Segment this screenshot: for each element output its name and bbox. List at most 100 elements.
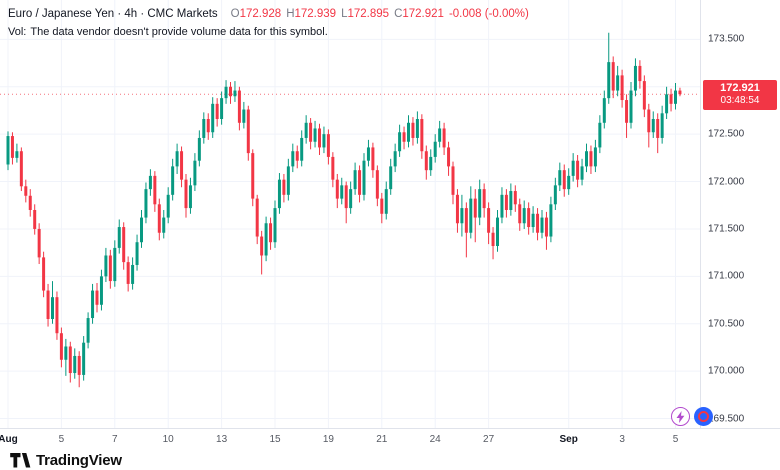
candle (220, 91, 224, 125)
candle (246, 105, 250, 161)
candle (496, 209, 499, 252)
candle (478, 179, 482, 226)
candle (184, 173, 188, 218)
candle (642, 75, 646, 118)
candle (371, 142, 375, 178)
legend-row-volume: Vol: The data vendor doesn't provide volu… (8, 24, 529, 40)
candle (678, 87, 682, 97)
candle (522, 200, 526, 229)
symbol-title[interactable]: Euro / Japanese Yen · 4h · CMC Markets (8, 8, 218, 20)
time-axis-label: 19 (322, 434, 334, 445)
candle (113, 240, 117, 287)
candle (197, 130, 201, 167)
candle (620, 69, 624, 108)
candle (407, 115, 410, 148)
candle (144, 182, 148, 224)
candle (73, 348, 77, 379)
candle (51, 281, 54, 324)
candle (451, 161, 455, 205)
candle (6, 131, 10, 171)
candle (669, 88, 673, 112)
candle (527, 202, 531, 235)
candle (389, 158, 393, 195)
time-axis[interactable]: Aug 5 7 10 13 15 19 21 24 27 Sep 3 5 (0, 428, 780, 451)
candle (340, 177, 344, 205)
candle (647, 103, 651, 148)
lightning-icon (676, 410, 685, 423)
time-axis-label: 27 (483, 434, 495, 445)
candle (384, 181, 388, 220)
price-axis[interactable]: 173.500173.000172.500172.000171.500171.0… (700, 0, 780, 428)
candle (585, 143, 588, 173)
legend: Euro / Japanese Yen · 4h · CMC Markets O1… (8, 6, 529, 40)
time-axis-label: 5 (672, 434, 679, 445)
lightning-boost-button[interactable] (671, 407, 690, 426)
bullseye-button[interactable] (694, 407, 713, 426)
candle (28, 189, 32, 217)
candle (153, 171, 157, 212)
candle (455, 189, 459, 233)
candle (122, 222, 126, 270)
candle (273, 200, 277, 248)
time-axis-label: Sep (559, 434, 578, 445)
candle (518, 198, 522, 231)
candle (362, 153, 366, 201)
candle (540, 209, 544, 239)
candle (95, 282, 99, 313)
candle (509, 183, 513, 216)
candle (15, 143, 19, 163)
price-axis-label: 169.500 (708, 413, 745, 425)
candle (602, 90, 606, 129)
candle (447, 141, 451, 176)
candle (536, 208, 540, 241)
candle (260, 230, 264, 275)
candle (380, 192, 384, 224)
time-axis-label: 3 (619, 434, 625, 445)
high-value: 172.939 (294, 8, 337, 20)
candle (464, 202, 468, 258)
candle (206, 113, 210, 140)
last-price-badge[interactable]: 172.921 03:48:54 (703, 80, 777, 111)
price-axis-label: 171.000 (708, 270, 745, 282)
candle (487, 202, 491, 245)
candle (175, 143, 179, 174)
candle (99, 269, 103, 311)
candle (553, 177, 557, 210)
candle (611, 56, 615, 99)
candle (318, 123, 321, 156)
candle (86, 312, 90, 349)
candle (46, 283, 50, 327)
candle (108, 249, 112, 289)
tradingview-wordmark: TradingView (36, 452, 122, 469)
candle (531, 206, 535, 233)
candle (33, 204, 37, 235)
time-axis-label: Aug (0, 434, 18, 445)
candle (638, 60, 642, 89)
candle (322, 126, 326, 154)
candle (375, 165, 379, 207)
candle (625, 94, 629, 138)
candle (300, 130, 304, 167)
low-value: 172.895 (347, 8, 390, 20)
time-axis-label: 21 (376, 434, 388, 445)
candle (148, 169, 152, 196)
time-axis-label: 15 (269, 434, 281, 445)
candle (77, 351, 81, 388)
tradingview-logo[interactable]: TradingView (10, 452, 122, 469)
candle (59, 327, 63, 368)
candle (237, 86, 241, 131)
candle (438, 120, 442, 148)
candle (411, 117, 415, 146)
candle (295, 145, 299, 169)
price-axis-label: 170.500 (708, 318, 745, 330)
candle (567, 168, 571, 195)
legend-row-symbol: Euro / Japanese Yen · 4h · CMC Markets O1… (8, 6, 529, 22)
candle (180, 146, 184, 188)
bar-countdown: 03:48:54 (720, 95, 760, 107)
candle (171, 158, 175, 201)
candle (433, 134, 437, 163)
candle (126, 256, 130, 292)
candle (10, 132, 14, 165)
candle (91, 283, 95, 324)
